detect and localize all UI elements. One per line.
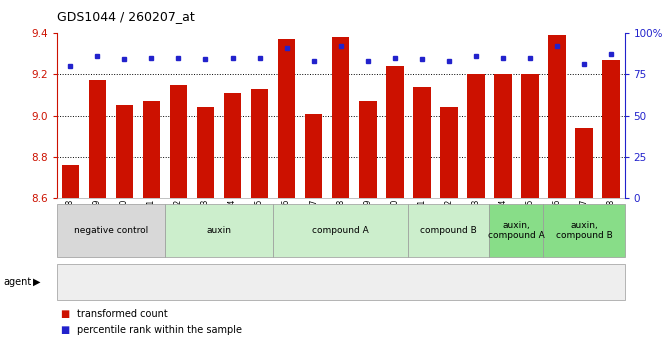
- Bar: [413, 87, 431, 198]
- Text: transformed count: transformed count: [77, 309, 168, 319]
- Bar: [548, 35, 566, 198]
- Bar: [305, 114, 323, 198]
- Bar: [143, 101, 160, 198]
- Text: percentile rank within the sample: percentile rank within the sample: [77, 325, 242, 335]
- Text: ■: ■: [60, 325, 69, 335]
- Text: agent: agent: [3, 277, 31, 287]
- Bar: [116, 105, 133, 198]
- Text: auxin,
compound B: auxin, compound B: [556, 220, 613, 240]
- Text: compound A: compound A: [313, 226, 369, 235]
- Bar: [196, 107, 214, 198]
- Bar: [250, 89, 269, 198]
- Bar: [332, 37, 349, 198]
- Bar: [467, 74, 485, 198]
- Bar: [61, 165, 79, 198]
- Bar: [440, 107, 458, 198]
- Text: auxin,
compound A: auxin, compound A: [488, 220, 545, 240]
- Bar: [89, 80, 106, 198]
- Bar: [603, 60, 620, 198]
- Bar: [386, 66, 403, 198]
- Bar: [521, 74, 538, 198]
- Bar: [170, 85, 187, 198]
- Bar: [224, 93, 241, 198]
- Text: negative control: negative control: [73, 226, 148, 235]
- Text: ■: ■: [60, 309, 69, 319]
- Text: ▶: ▶: [33, 277, 41, 287]
- Bar: [494, 74, 512, 198]
- Text: compound B: compound B: [420, 226, 477, 235]
- Bar: [359, 101, 377, 198]
- Text: auxin: auxin: [206, 226, 232, 235]
- Bar: [278, 39, 295, 198]
- Text: GDS1044 / 260207_at: GDS1044 / 260207_at: [57, 10, 194, 23]
- Bar: [575, 128, 593, 198]
